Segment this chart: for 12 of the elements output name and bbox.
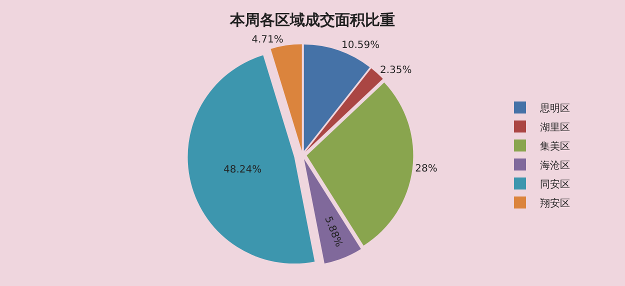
legend-label: 翔安区 [540, 197, 570, 210]
legend-label: 集美区 [540, 140, 570, 152]
legend-label: 同安区 [540, 178, 570, 190]
legend-label: 湖里区 [540, 121, 570, 134]
chart-title: 本周各区域成交面积比重 [229, 10, 395, 29]
data-label: 2.35% [380, 64, 412, 76]
data-label: 4.71% [252, 34, 284, 46]
legend-label: 思明区 [539, 103, 570, 114]
legend-label: 海沧区 [540, 159, 570, 172]
data-label: 48.24% [223, 164, 262, 176]
data-label: 10.59% [341, 40, 380, 51]
data-label: 28% [415, 163, 438, 174]
